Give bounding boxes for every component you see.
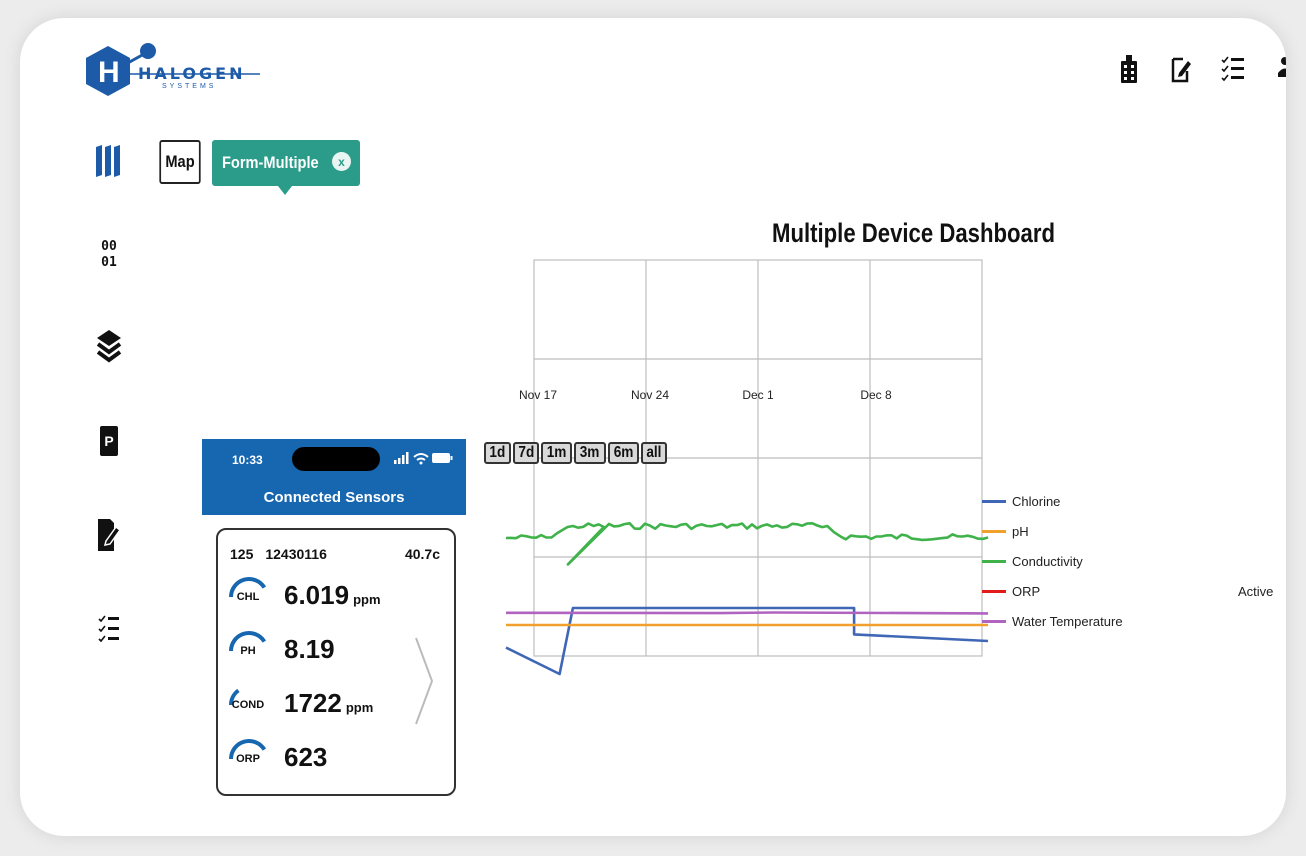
- checklist-icon[interactable]: [1220, 54, 1246, 84]
- close-icon[interactable]: x: [332, 152, 351, 171]
- x-tick-label: Dec 1: [742, 388, 774, 402]
- sensor-id: 125: [230, 546, 254, 562]
- logo-letter: H: [98, 56, 120, 89]
- sensor-temperature: 40.7c: [404, 546, 440, 562]
- range-7d-button[interactable]: 7d: [512, 442, 540, 464]
- dynamic-island: [292, 447, 380, 471]
- legend-item: Chlorine: [982, 486, 1123, 516]
- legend-swatch: [982, 619, 1006, 623]
- logo-word: HALOGEN: [138, 64, 246, 83]
- legend-swatch: [982, 499, 1006, 503]
- range-1d-button[interactable]: 1d: [484, 442, 511, 464]
- reading-label: PH: [240, 645, 256, 657]
- x-tick-label: Nov 24: [631, 388, 669, 402]
- series-line-chlorine: [505, 606, 989, 676]
- binary-top: 00: [101, 239, 117, 254]
- users-icon[interactable]: [1272, 54, 1286, 84]
- reading-value: 623: [284, 742, 328, 772]
- range-buttons: 1d 7d 1m 3m 6m all: [484, 442, 667, 464]
- legend-swatch: [982, 559, 1006, 563]
- gauge-arc: [229, 688, 240, 706]
- chevron-right-icon[interactable]: [412, 636, 436, 726]
- connected-sensors-title: Connected Sensors: [263, 489, 405, 506]
- hand-photo: [1272, 618, 1286, 818]
- range-3m-button[interactable]: 3m: [574, 442, 606, 464]
- phone-header: 10:33 Connected Sensors: [202, 439, 466, 515]
- legend-swatch: [982, 529, 1006, 533]
- cond-gauge-icon: [229, 688, 240, 706]
- legend-label: Water Temperature: [1012, 613, 1123, 629]
- range-1m-button[interactable]: 1m: [541, 442, 573, 464]
- reading-label: CHL: [236, 591, 260, 603]
- legend-item: pH: [982, 516, 1123, 546]
- dashboard-title: Multiple Device Dashboard: [772, 218, 1055, 248]
- reading-label: ORP: [236, 753, 260, 765]
- legend-item: ORP: [982, 576, 1123, 606]
- reading-ph: PH 8.19: [228, 630, 438, 674]
- sensor-device-icon[interactable]: [1116, 54, 1142, 84]
- top-toolbar: [1116, 54, 1286, 84]
- multi-device-chart: Nov 17 Nov 24 Dec 1 Dec 8: [505, 259, 989, 676]
- reading-chl: CHL 6.019 ppm: [228, 576, 438, 620]
- gauge-arc: [229, 739, 267, 760]
- gauge-arc: [229, 631, 267, 652]
- tab-map[interactable]: Map: [159, 140, 201, 184]
- orp-gauge-icon: [229, 739, 267, 760]
- x-tick-label: Nov 17: [519, 388, 557, 402]
- logo-hexagon-icon: [86, 43, 260, 96]
- legend-label: Conductivity: [1012, 553, 1083, 569]
- series-line-conductivity: [505, 522, 989, 566]
- x-tick-label: Dec 8: [860, 388, 892, 402]
- range-6m-button[interactable]: 6m: [607, 442, 639, 464]
- reading-value: 6.019 ppm: [284, 580, 381, 610]
- reading-orp: ORP 623: [228, 738, 438, 782]
- p-tag-letter: P: [100, 426, 118, 456]
- legend-label: Chlorine: [1012, 493, 1061, 509]
- tab-form-multiple[interactable]: Form-Multiple x: [212, 140, 360, 186]
- reading-value: 8.19: [284, 634, 335, 664]
- app-frame: H HALOGEN SYSTEMS 00 01 P Map: [20, 18, 1286, 836]
- phone-time: 10:33: [232, 453, 263, 467]
- checklist-icon[interactable]: [92, 612, 126, 646]
- legend-label: pH: [1012, 523, 1029, 539]
- ph-gauge-icon: [229, 631, 267, 652]
- tab-form-multiple-label: Form-Multiple: [222, 153, 319, 172]
- binary-grid-icon[interactable]: 00 01: [92, 238, 126, 272]
- bars-icon[interactable]: [92, 144, 126, 178]
- legend-label: ORP: [1012, 583, 1041, 599]
- legend-swatch: [982, 589, 1006, 593]
- sensor-card[interactable]: 125 12430116 40.7c CHL 6.019 ppm PH 8.19 …: [216, 528, 456, 796]
- reading-label: COND: [231, 699, 265, 711]
- series-line-water-temperature: [505, 611, 989, 615]
- sensor-card-header: 125 12430116 40.7c: [230, 546, 440, 562]
- layers-icon[interactable]: [92, 330, 126, 364]
- edit-note-icon[interactable]: [1168, 54, 1194, 84]
- reading-cond: COND 1722 ppm: [228, 684, 438, 728]
- sensor-serial: 12430116: [265, 546, 327, 562]
- chart-legend: Chlorine pH Conductivity ORP Water Temperatu…: [982, 486, 1123, 636]
- gauge-arc: [229, 577, 267, 598]
- halogen-logo[interactable]: H HALOGEN SYSTEMS: [82, 40, 272, 106]
- tab-pointer: [278, 186, 292, 195]
- binary-bottom: 01: [101, 255, 117, 270]
- edit-document-icon[interactable]: [92, 518, 126, 552]
- chl-gauge-icon: [229, 577, 267, 598]
- range-all-button[interactable]: all: [640, 442, 667, 464]
- legend-item: Conductivity: [982, 546, 1123, 576]
- legend-item: Water Temperature: [982, 606, 1123, 636]
- reading-value: 1722 ppm: [284, 688, 374, 718]
- phone-status-icons: [394, 452, 453, 465]
- active-label: Active: [1238, 584, 1274, 599]
- logo-subtitle: SYSTEMS: [162, 83, 217, 90]
- p-tag-icon[interactable]: P: [92, 424, 126, 458]
